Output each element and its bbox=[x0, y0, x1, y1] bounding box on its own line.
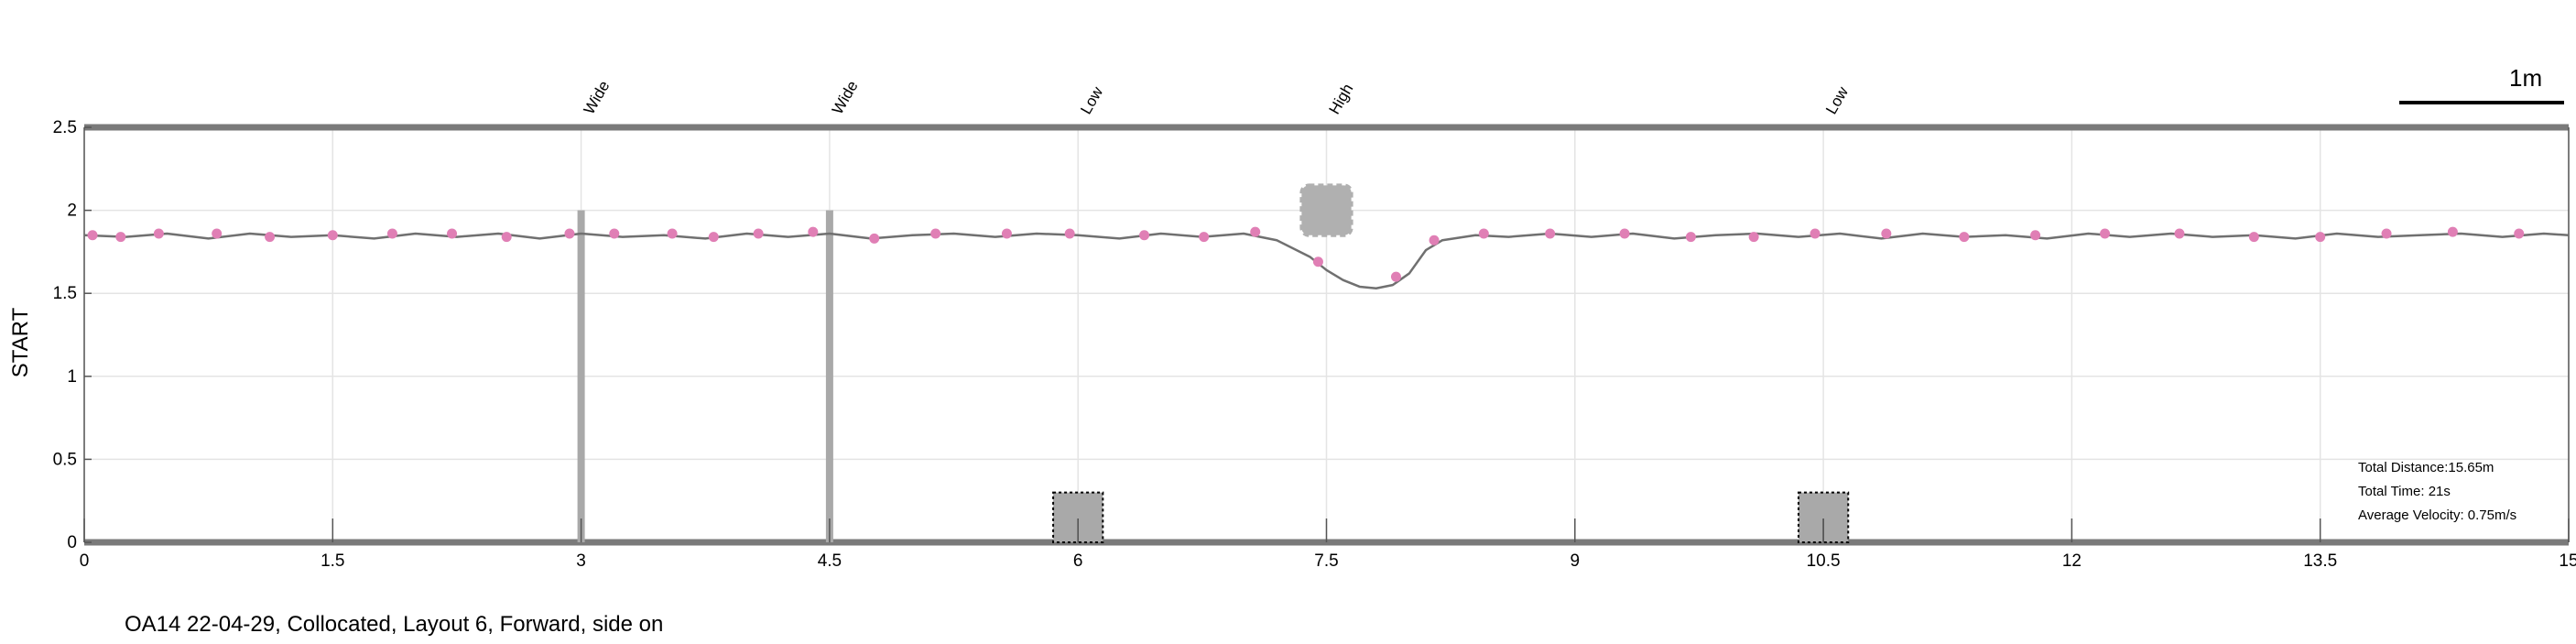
trajectory-point bbox=[2248, 232, 2259, 243]
trajectory-point bbox=[1810, 228, 1821, 239]
y-tick-label: 1.5 bbox=[53, 284, 77, 303]
trajectory-point bbox=[1685, 232, 1696, 243]
x-tick-label: 1.5 bbox=[321, 551, 344, 571]
trajectory-point bbox=[1390, 271, 1401, 282]
x-tick-label: 10.5 bbox=[1807, 551, 1841, 571]
trajectory-point bbox=[1139, 230, 1150, 241]
x-tick-label: 7.5 bbox=[1314, 551, 1338, 571]
y-tick-label: 1 bbox=[67, 367, 77, 387]
x-tick-label: 13.5 bbox=[2303, 551, 2337, 571]
trajectory-point bbox=[501, 232, 512, 243]
trajectory-point bbox=[2447, 226, 2458, 237]
trajectory-point bbox=[667, 228, 678, 239]
total-time-text: Total Time: 21s bbox=[2358, 484, 2451, 499]
trajectory-point bbox=[87, 230, 98, 241]
trajectory-point bbox=[869, 233, 880, 244]
obstacle-label: Wide bbox=[581, 78, 614, 117]
y-axis-ticks: 0 0.5 1 1.5 2 2.5 bbox=[53, 118, 92, 552]
x-tick-label: 9 bbox=[1571, 551, 1581, 571]
total-distance-text: Total Distance:15.65m bbox=[2358, 460, 2494, 475]
trajectory-point bbox=[447, 228, 458, 239]
average-velocity-text: Average Velocity: 0.75m/s bbox=[2358, 508, 2517, 523]
obstacles bbox=[577, 183, 1850, 544]
trajectory-point bbox=[2100, 228, 2111, 239]
trajectory-point bbox=[212, 228, 223, 239]
x-tick-label: 0 bbox=[80, 551, 90, 571]
trajectory-point bbox=[153, 228, 164, 239]
x-tick-label: 6 bbox=[1073, 551, 1083, 571]
x-tick-label: 15 bbox=[2559, 551, 2576, 571]
trajectory-point bbox=[2514, 228, 2525, 239]
trajectory-point bbox=[1619, 228, 1630, 239]
x-tick-label: 4.5 bbox=[818, 551, 842, 571]
trajectory-point bbox=[327, 230, 338, 241]
trajectory-point bbox=[2315, 232, 2326, 243]
trajectory-line bbox=[83, 232, 2570, 290]
trajectory-point bbox=[1064, 228, 1075, 239]
trajectory-point bbox=[2174, 228, 2185, 239]
x-tick-label: 12 bbox=[2062, 551, 2081, 571]
wide-obstacle-bar bbox=[577, 210, 585, 542]
y-axis-label: START bbox=[8, 307, 33, 377]
trajectory-point bbox=[265, 232, 276, 243]
wide-obstacle-bar bbox=[825, 210, 833, 542]
x-tick-label: 3 bbox=[576, 551, 586, 571]
trajectory-point bbox=[708, 232, 719, 243]
trajectory-point bbox=[1748, 232, 1759, 243]
obstacle-label: Low bbox=[1077, 83, 1106, 117]
trajectory-point bbox=[2030, 230, 2041, 241]
trajectory-point bbox=[1429, 235, 1440, 246]
trajectory-point bbox=[930, 228, 941, 239]
trajectory-point bbox=[564, 228, 575, 239]
trajectory-point bbox=[1250, 226, 1261, 237]
y-tick-label: 0.5 bbox=[53, 450, 77, 469]
trajectory-point bbox=[1199, 232, 1210, 243]
trajectory-point bbox=[115, 232, 126, 243]
figure-caption: OA14 22-04-29, Collocated, Layout 6, For… bbox=[125, 612, 664, 637]
trajectory-point bbox=[1881, 228, 1892, 239]
high-obstacle-cloud bbox=[1299, 183, 1353, 237]
y-tick-label: 2 bbox=[67, 202, 77, 221]
trajectory-point bbox=[1478, 228, 1489, 239]
trajectory-point bbox=[386, 228, 397, 239]
trajectory-point bbox=[2381, 228, 2392, 239]
trajectory-point bbox=[609, 228, 620, 239]
trajectory-point bbox=[1545, 228, 1556, 239]
obstacle-label: Low bbox=[1822, 83, 1852, 117]
y-tick-label: 2.5 bbox=[53, 118, 77, 137]
obstacle-label: Wide bbox=[829, 78, 862, 117]
obstacle-labels: Wide Wide Low High Low bbox=[581, 78, 1853, 117]
trajectory-point bbox=[1312, 257, 1323, 267]
trajectory-path bbox=[83, 232, 2570, 290]
trajectory-point bbox=[1001, 228, 1012, 239]
trajectory-point bbox=[1959, 232, 1970, 243]
trajectory-point bbox=[808, 226, 819, 237]
y-tick-label: 0 bbox=[67, 533, 77, 552]
trajectory-markers bbox=[87, 226, 2525, 282]
x-axis-ticks: 0 1.5 3 4.5 6 7.5 9 10.5 12 13.5 15 bbox=[80, 518, 2576, 571]
obstacle-label: High bbox=[1326, 81, 1357, 117]
trajectory-point bbox=[753, 228, 764, 239]
scale-bar-label: 1m bbox=[2509, 64, 2543, 92]
